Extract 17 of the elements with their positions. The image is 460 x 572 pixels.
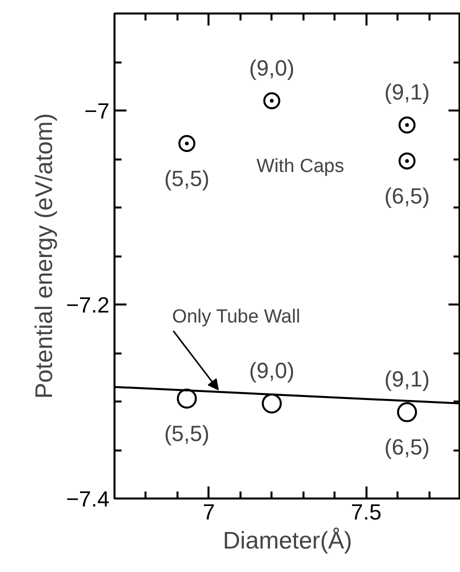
annotation: (6,5) [384, 434, 430, 460]
annotation: (9,1) [384, 80, 430, 105]
annotation: With Caps [256, 156, 344, 177]
annotation: (5,5) [164, 421, 210, 446]
y-tick-label: −7.4 [66, 486, 110, 512]
annotation: (5,5) [164, 166, 210, 191]
annotation: (9,1) [384, 366, 430, 392]
y-tick-label: −7.2 [66, 292, 110, 318]
annotation: (6,5) [384, 183, 430, 208]
y-tick-label: −7 [84, 98, 110, 124]
x-tick-label: 7 [202, 500, 215, 524]
x-axis-title: Diameter(Å) [222, 528, 352, 554]
y-axis-title: Potential energy (eV/atom) [31, 113, 58, 399]
x-tick-label: 7.5 [350, 500, 382, 524]
annotation: (9,0) [249, 55, 294, 80]
annotation: (9,0) [249, 358, 294, 383]
annotation: Only Tube Wall [172, 306, 300, 328]
